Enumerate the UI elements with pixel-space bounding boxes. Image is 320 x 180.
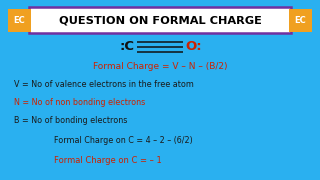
- Text: EC: EC: [14, 16, 25, 25]
- Text: QUESTION ON FORMAL CHARGE: QUESTION ON FORMAL CHARGE: [59, 15, 261, 25]
- FancyBboxPatch shape: [289, 9, 312, 32]
- Text: N = No of non bonding electrons: N = No of non bonding electrons: [14, 98, 145, 107]
- Text: Formal Charge on C = – 1: Formal Charge on C = – 1: [54, 156, 161, 165]
- Text: :C: :C: [119, 40, 134, 53]
- Text: O:: O:: [186, 40, 203, 53]
- Text: B = No of bonding electrons: B = No of bonding electrons: [14, 116, 127, 125]
- FancyBboxPatch shape: [29, 7, 291, 33]
- Text: Formal Charge = V – N – (B/2): Formal Charge = V – N – (B/2): [93, 62, 227, 71]
- Text: EC: EC: [295, 16, 306, 25]
- FancyBboxPatch shape: [8, 9, 31, 32]
- Text: V = No of valence electrons in the free atom: V = No of valence electrons in the free …: [14, 80, 194, 89]
- Text: Formal Charge on C = 4 – 2 – (6/2): Formal Charge on C = 4 – 2 – (6/2): [54, 136, 192, 145]
